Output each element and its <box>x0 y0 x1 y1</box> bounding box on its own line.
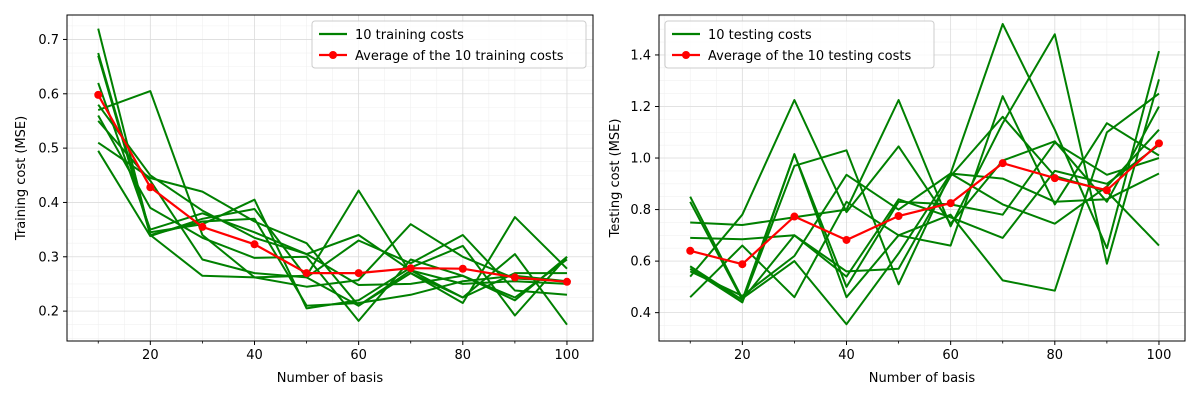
cost-series-10 <box>97 104 568 302</box>
average-point <box>562 277 571 286</box>
x-tick-label: 100 <box>1147 348 1172 363</box>
axis-ticks: 20 40 60 80 100 0.2 0.3 0.4 0.5 0.6 0.7 <box>38 33 579 363</box>
y-axis-label: Testing cost (MSE) <box>608 119 623 239</box>
cost-series-1 <box>689 23 1160 326</box>
legend-label-average: Average of the 10 testing costs <box>708 49 911 64</box>
x-axis-label: Number of basis <box>277 371 384 386</box>
legend-box <box>664 20 935 69</box>
average-point <box>894 212 903 221</box>
y-tick-label: 1.4 <box>630 48 651 63</box>
series-lines <box>94 28 571 326</box>
cost-series-5 <box>97 90 568 288</box>
average-point <box>1050 174 1059 183</box>
y-tick-label: 0.8 <box>630 203 651 218</box>
legend: 10 training costs Average of the 10 trai… <box>311 20 587 69</box>
y-tick-label: 0.5 <box>38 142 59 157</box>
training-cost-chart: 20 40 60 80 100 0.2 0.3 0.4 0.5 0.6 0.7 Number of … <box>14 14 594 386</box>
average-point <box>94 90 103 99</box>
x-tick-label: 20 <box>142 348 159 363</box>
average-point <box>302 269 311 278</box>
y-tick-label: 0.7 <box>38 33 59 48</box>
cost-series-9 <box>689 141 1160 304</box>
average-point <box>790 212 799 221</box>
average-point <box>198 222 207 231</box>
average-point <box>686 246 695 255</box>
y-tick-label: 0.6 <box>38 87 59 102</box>
x-tick-label: 60 <box>942 348 959 363</box>
y-tick-label: 0.4 <box>630 306 651 321</box>
y-tick-label: 0.4 <box>38 196 59 211</box>
cost-series-7 <box>689 149 1160 304</box>
average-point <box>146 183 155 192</box>
y-tick-label: 1.0 <box>630 152 651 167</box>
legend-box <box>311 20 587 69</box>
average-point <box>250 240 259 249</box>
cost-series-6 <box>97 115 568 322</box>
legend-label-group: 10 training costs <box>355 28 464 43</box>
cost-series-3 <box>97 55 568 304</box>
average-point <box>1102 186 1111 195</box>
y-axis-label: Training cost (MSE) <box>14 116 29 241</box>
cost-series-9 <box>97 150 568 296</box>
cost-series-10 <box>689 144 1160 301</box>
average-point <box>406 264 415 273</box>
average-point <box>354 269 363 278</box>
cost-series-4 <box>690 33 1160 265</box>
legend: 10 testing costs Average of the 10 testi… <box>664 20 935 69</box>
x-tick-label: 80 <box>1047 348 1064 363</box>
x-tick-label: 60 <box>350 348 367 363</box>
cost-series-8 <box>97 141 568 307</box>
x-tick-label: 40 <box>838 348 855 363</box>
series-lines <box>686 23 1163 326</box>
plot-border <box>658 14 1186 342</box>
legend-red-marker <box>682 51 690 59</box>
cost-series-6 <box>689 99 1160 278</box>
x-axis-label: Number of basis <box>869 371 976 386</box>
legend-red-marker <box>329 51 337 59</box>
plot-border <box>66 14 594 342</box>
average-point <box>998 159 1007 168</box>
cost-series-7 <box>97 120 567 307</box>
cost-series-8 <box>689 129 1160 297</box>
average-point <box>738 260 747 269</box>
y-tick-label: 0.2 <box>38 305 59 320</box>
y-tick-label: 0.3 <box>38 250 59 265</box>
average-point <box>510 273 519 282</box>
cost-series-3 <box>689 92 1160 299</box>
y-tick-label: 1.2 <box>630 100 651 115</box>
legend-label-average: Average of the 10 training costs <box>355 49 564 64</box>
x-tick-label: 20 <box>734 348 751 363</box>
average-point <box>1154 139 1163 148</box>
axis-ticks: 20 40 60 80 100 0.4 0.6 0.8 1.0 1.2 1.4 <box>630 48 1171 363</box>
y-tick-label: 0.6 <box>630 255 651 270</box>
average-point <box>946 199 955 208</box>
average-point <box>458 264 467 273</box>
x-tick-label: 80 <box>455 348 472 363</box>
x-tick-label: 100 <box>555 348 580 363</box>
testing-cost-chart: 20 40 60 80 100 0.4 0.6 0.8 1.0 1.2 1.4 Number of … <box>608 14 1186 386</box>
x-tick-label: 40 <box>246 348 263 363</box>
average-line <box>97 94 568 283</box>
legend-label-group: 10 testing costs <box>708 28 812 43</box>
average-line <box>689 142 1160 266</box>
average-point <box>842 235 851 244</box>
